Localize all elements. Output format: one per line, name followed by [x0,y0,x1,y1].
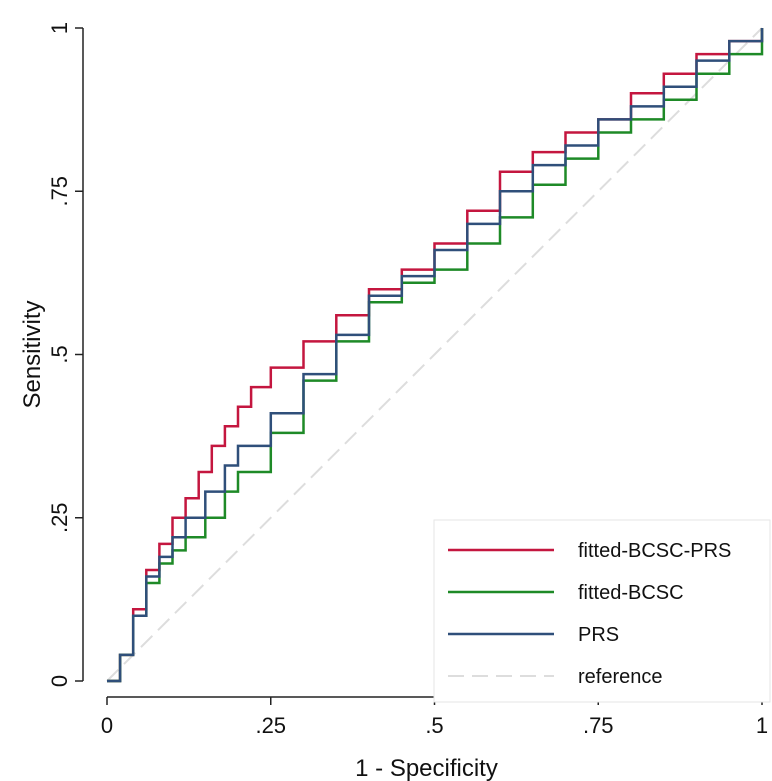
y-tick-label: .5 [47,345,72,363]
legend-label-reference: reference [578,666,663,688]
x-tick-label: 1 [756,713,768,738]
x-tick-label: .25 [255,713,286,738]
x-tick-label: 0 [101,713,113,738]
x-axis-title: 1 - Specificity [355,755,498,781]
axes: 0 .25 .5 .75 1 0 .25 .5 .75 1 1 - Specificity Sensi… [19,22,768,781]
y-tick-label: 0 [47,675,72,687]
y-axis-title: Sensitivity [19,300,46,408]
y-tick-label: 1 [47,22,72,34]
y-tick-label: .75 [47,176,72,207]
legend: fitted-BCSC-PRS fitted-BCSC PRS reference [433,519,771,703]
legend-label-prs: PRS [578,624,619,646]
series-line-reference [106,27,763,682]
plot-area [106,27,764,683]
series-line-fitted-bcsc [107,28,764,683]
legend-label-fitted-bcsc-prs: fitted-BCSC-PRS [578,540,731,562]
x-tick-label: .75 [583,713,614,738]
legend-label-fitted-bcsc: fitted-BCSC [578,582,684,604]
y-tick-label: .25 [47,502,72,533]
series-line-prs [107,28,764,683]
x-tick-label: .5 [425,713,443,738]
